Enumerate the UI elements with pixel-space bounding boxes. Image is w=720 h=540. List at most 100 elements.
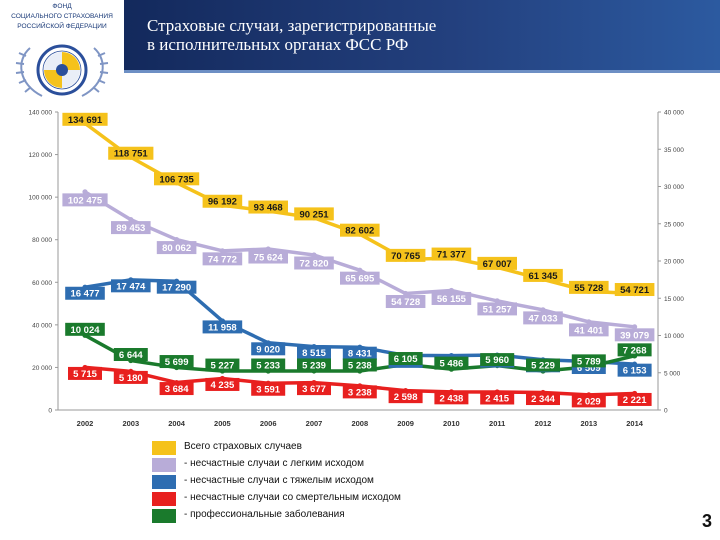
data-label: 5 960 [485,355,509,366]
data-label-box [248,200,288,214]
data-label-box [248,250,288,264]
data-label: 5 227 [211,361,235,372]
series-point [357,267,363,273]
data-label-box [297,346,331,360]
data-label-box [388,352,423,366]
data-label: 6 105 [394,354,418,365]
data-label: 2 438 [440,393,464,404]
series-point [128,216,134,223]
left-axis-tick-label: 140 000 [29,110,53,117]
data-label: 71 377 [437,250,466,261]
data-label: 82 602 [345,226,374,237]
right-axis-tick-label: 10 000 [664,333,684,340]
legend-swatch [152,492,176,506]
data-label-box [297,382,331,396]
data-label: 80 062 [162,243,191,254]
data-label: 39 079 [620,330,649,341]
data-label: 96 192 [208,197,237,208]
legend-swatch [152,475,176,489]
data-label: 8 515 [302,348,326,359]
series-point [174,236,180,243]
fund-logo-caption: ФОНД СОЦИАЛЬНОГО СТРАХОВАНИЯ РОССИЙСКОЙ … [0,2,124,32]
data-label: 74 772 [208,254,237,265]
data-label-box [614,283,655,297]
chart-data-labels: 134 691 118 751 106 735 96 192 93 468 90 251 8… [62,112,655,408]
data-label-box [297,358,331,372]
x-axis-tick-label: 2009 [397,419,414,428]
legend-label: - несчастные случаи с легким исходом [184,458,364,469]
data-label-box [617,363,652,377]
data-label: 67 007 [483,259,512,270]
fund-emblem-icon [15,44,109,97]
series-point [494,298,500,304]
data-label-box [431,291,472,305]
legend-swatch [152,441,176,455]
data-label-box [342,358,377,372]
data-label-box [65,286,105,300]
data-label: 4 235 [211,380,235,391]
x-axis-tick-label: 2013 [580,419,597,428]
header-underline [124,70,720,73]
x-axis-tick-label: 2006 [260,419,277,428]
data-label-box [156,280,197,294]
legend-label: - профессиональные заболевания [184,509,345,520]
right-axis-tick-label: 20 000 [664,259,684,266]
data-label: 7 268 [623,345,647,356]
left-axis-tick-label: 40 000 [32,322,52,329]
series-point [265,246,271,252]
left-axis-tick-label: 100 000 [29,195,53,202]
data-label-box [113,370,148,384]
logo-caption-line: РОССИЙСКОЙ ФЕДЕРАЦИИ [17,23,107,30]
series-point [586,319,592,325]
data-label-box [294,256,334,270]
data-label: 41 401 [574,325,604,336]
left-axis-tick-label: 60 000 [32,280,52,287]
data-label: 5 789 [577,356,601,367]
slide-title: Страховые случаи, зарегистрированные в и… [147,16,707,54]
data-label: 2 415 [485,394,509,405]
left-axis-tick-label: 20 000 [32,365,52,372]
legend-label: - несчастные случаи с тяжелым исходом [184,475,374,486]
data-label-box [156,241,197,255]
data-label-box [614,328,655,342]
legend-label: - несчастные случаи со смертельным исход… [184,492,401,503]
data-label-box [431,247,472,261]
data-label: 134 691 [68,115,103,126]
logo-caption-line: ФОНД [52,3,72,10]
data-label: 10 024 [70,325,100,336]
data-label: 54 721 [620,285,650,296]
data-label-box [526,392,560,406]
x-axis-tick-label: 2014 [626,419,644,428]
data-label: 5 699 [165,357,189,368]
data-label: 3 677 [302,384,326,395]
data-label: 17 474 [116,281,146,292]
data-label: 5 229 [531,361,555,372]
data-label: 55 728 [574,283,603,294]
data-label-box [251,358,286,372]
series-point [219,248,225,254]
series-point [540,307,546,313]
data-label: 5 238 [348,360,372,371]
insurance-cases-chart: 0 20 000 40 000 60 000 80 000 100 000 120 000 1… [29,110,685,429]
data-label-box [388,390,423,404]
logo-caption-line: СОЦИАЛЬНОГО СТРАХОВАНИЯ [11,13,113,20]
data-label: 3 591 [256,385,280,396]
data-label: 8 431 [348,349,372,360]
left-axis-tick-label: 0 [48,408,52,415]
data-label: 9 020 [256,344,280,355]
data-label-box [477,256,517,270]
data-label: 106 735 [159,174,194,185]
x-axis-tick-label: 2004 [168,419,186,428]
data-label-box [569,323,609,337]
data-label-box [251,342,286,356]
data-label: 61 345 [528,271,558,282]
x-axis-tick-label: 2007 [306,419,323,428]
data-label-box [62,112,108,126]
data-label-box [480,391,515,405]
data-label-box [159,382,194,396]
data-label-box [111,279,151,293]
data-label-box [340,223,380,237]
data-label: 2 344 [531,394,555,405]
chart-axes: 0 20 000 40 000 60 000 80 000 100 000 120 000 1… [29,110,685,429]
data-label-box [113,348,148,362]
